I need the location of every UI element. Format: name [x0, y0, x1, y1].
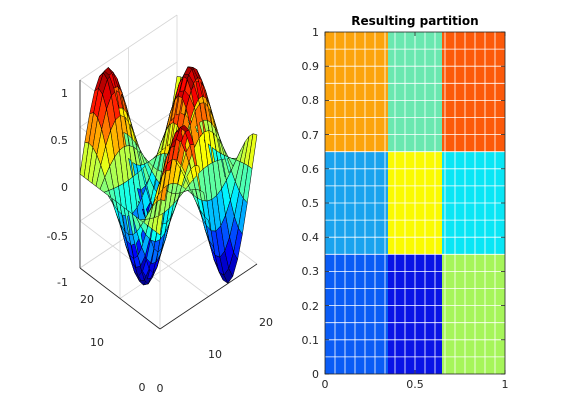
partition-region — [325, 254, 388, 374]
y-tick-label: 0 — [139, 381, 146, 394]
partition-tick-marks — [324, 31, 506, 375]
y-tick-label: 0.5 — [302, 197, 320, 210]
x-tick-label: 10 — [208, 348, 222, 361]
partition-cells — [325, 32, 505, 374]
y-tick-label: 0.6 — [302, 163, 320, 176]
y-tick-label: 10 — [90, 336, 104, 349]
partition-tick-labels: 0 0.1 0.2 0.3 0.4 0.5 0.6 0.7 0.8 0.9 1 … — [302, 26, 509, 391]
z-tick-label: 1 — [61, 87, 68, 100]
y-tick-label: 0.4 — [302, 231, 320, 244]
y-tick-label: 0 — [312, 368, 319, 381]
x-tick-label: 0 — [157, 382, 164, 395]
surface-face — [247, 133, 258, 169]
partition-region — [442, 32, 505, 152]
z-tick-label: -0.5 — [47, 230, 68, 243]
axis-gridline — [119, 233, 218, 299]
partition-region — [325, 32, 388, 152]
y-tick-label: 0.7 — [302, 129, 320, 142]
y-tick-label: 1 — [312, 26, 319, 39]
axis-line — [159, 263, 258, 330]
z-tick-label: 0 — [61, 181, 68, 194]
axis-gridline — [79, 14, 178, 81]
y-tick-label: 20 — [80, 293, 94, 306]
y-tick-label: 0.8 — [302, 94, 320, 107]
surface-mesh — [79, 66, 258, 286]
z-tick-label: -1 — [57, 276, 68, 289]
chart-title: Resulting partition — [351, 14, 478, 28]
surface-plot: -1 -0.5 0 0.5 1 0 10 20 0 10 20 — [47, 14, 273, 395]
x-tick-label: 1 — [502, 378, 509, 391]
x-tick-label: 20 — [259, 316, 273, 329]
partition-region — [442, 254, 505, 374]
axis-line — [79, 267, 161, 330]
y-tick-label: 0.1 — [302, 334, 320, 347]
y-tick-label: 0.9 — [302, 60, 320, 73]
z-tick-label: 0.5 — [51, 134, 69, 147]
y-tick-label: 0.2 — [302, 300, 320, 313]
y-tick-label: 0.3 — [302, 265, 320, 278]
partition-plot: Resulting partition 0 0.1 0.2 0.3 0.4 0.… — [302, 14, 509, 391]
x-tick-label: 0 — [322, 378, 329, 391]
surface-tick-labels: -1 -0.5 0 0.5 1 0 10 20 0 10 20 — [47, 87, 273, 395]
x-tick-label: 0.5 — [406, 378, 424, 391]
